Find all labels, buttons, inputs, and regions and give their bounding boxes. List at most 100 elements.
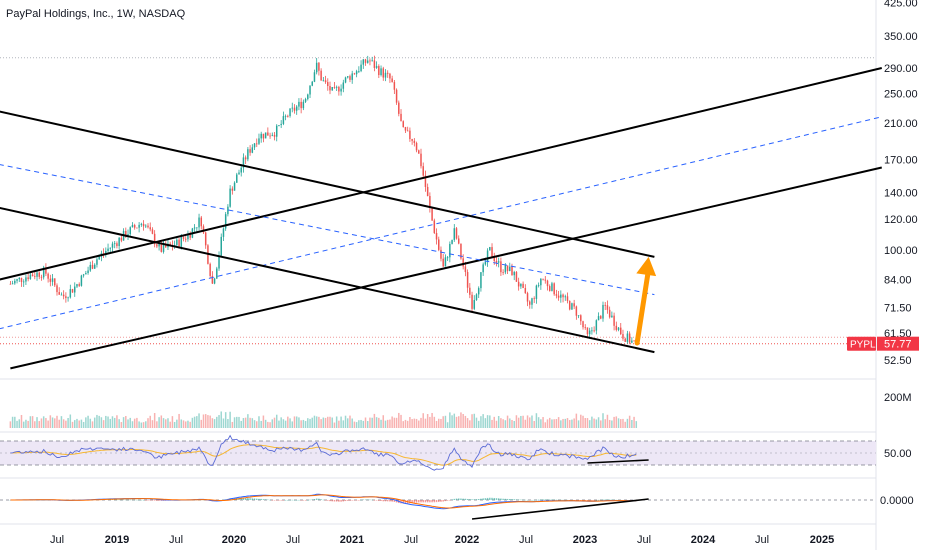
volume-bar	[571, 419, 573, 428]
candle-body	[140, 223, 143, 225]
candle-body	[584, 327, 586, 329]
volume-bar	[617, 418, 620, 428]
macd-histogram-bar	[291, 499, 294, 501]
candle-body	[340, 88, 342, 92]
volume-bar	[284, 420, 287, 428]
candle-body	[36, 272, 38, 277]
candle-body	[446, 257, 449, 259]
volume-bar	[240, 420, 242, 428]
macd-histogram-bar	[142, 499, 145, 501]
candle-body	[515, 272, 518, 282]
candle-body	[96, 259, 98, 265]
volume-bar	[98, 415, 100, 428]
volume-bar	[455, 416, 458, 428]
volume-bar	[540, 419, 542, 428]
candle-body	[118, 237, 120, 247]
macd-histogram-bar	[411, 500, 413, 504]
candle-body	[304, 99, 307, 102]
candle-body	[568, 300, 571, 310]
macd-histogram-bar	[404, 500, 407, 504]
candle-body	[551, 283, 553, 291]
candle-body	[355, 71, 358, 75]
volume-bar	[504, 420, 507, 428]
time-tick-month: Jul	[50, 534, 64, 546]
candle-body	[54, 278, 56, 286]
volume-bar	[313, 415, 316, 428]
macd-histogram-bar	[595, 499, 598, 501]
volume-bar	[125, 415, 127, 428]
candle-body	[491, 247, 493, 257]
macd-histogram-bar	[322, 499, 325, 501]
candle-body	[58, 292, 60, 295]
candle-body	[131, 225, 134, 228]
volume-bar	[173, 421, 176, 428]
macd-histogram-bar	[580, 500, 582, 501]
volume-bar	[291, 421, 294, 428]
volume-bar	[413, 418, 416, 428]
candle-body	[544, 279, 547, 281]
volume-bar	[27, 420, 29, 428]
volume-bar	[575, 413, 578, 428]
candle-body	[74, 286, 76, 293]
candle-body	[391, 78, 393, 83]
volume-bar	[520, 415, 522, 428]
volume-bar	[282, 419, 285, 428]
macd-histogram-bar	[500, 498, 502, 500]
macd-histogram-bar	[573, 500, 575, 501]
volume-bar	[340, 416, 342, 428]
signal-line	[10, 494, 637, 509]
volume-bar	[293, 416, 296, 428]
macd-histogram-bar	[611, 499, 613, 501]
macd-histogram-bar	[540, 499, 542, 500]
macd-histogram-bar	[358, 500, 360, 501]
candle-body	[229, 188, 231, 207]
candle-body	[242, 157, 245, 168]
candle-body	[562, 294, 564, 298]
volume-bar	[495, 420, 498, 428]
volume-bar	[116, 415, 118, 428]
volume-bar	[402, 421, 404, 428]
volume-bar	[624, 421, 626, 428]
macd-histogram-bar	[513, 499, 515, 500]
price-tick-label: 425.00	[884, 0, 918, 10]
volume-bar	[444, 415, 447, 428]
volume-bar	[264, 419, 267, 428]
macd-histogram-bar	[160, 500, 163, 501]
candle-body	[369, 60, 371, 62]
candle-body	[411, 139, 413, 141]
macd-histogram-bar	[366, 499, 369, 501]
macd-histogram-bar	[420, 500, 422, 503]
macd-histogram-bar	[566, 499, 569, 501]
candle-body	[313, 72, 316, 82]
candle-body	[147, 225, 149, 228]
macd-histogram-bar	[551, 499, 553, 501]
time-axis: Jul 2019 Jul 2020 Jul 2021 Jul 2022 Jul 2023 Jul 20…	[50, 534, 834, 546]
volume-bar	[375, 417, 378, 428]
candle-body	[236, 174, 238, 183]
macd-histogram-bar	[133, 499, 136, 501]
volume-bar	[102, 420, 105, 428]
candle-body	[231, 188, 234, 191]
volume-bar	[147, 418, 149, 428]
volume-bar	[484, 418, 487, 428]
macd-histogram-bar	[151, 500, 154, 501]
macd-histogram-bar	[125, 499, 127, 501]
volume-bar	[551, 419, 553, 428]
volume-bar	[475, 417, 478, 428]
volume-bar	[613, 416, 615, 428]
candle-body	[513, 272, 515, 276]
candle-body	[522, 283, 524, 289]
last-price-value-badge	[877, 336, 919, 351]
volume-bar	[586, 418, 589, 428]
volume-bar	[38, 421, 40, 428]
volume-bar	[426, 414, 429, 428]
volume-bar	[193, 416, 196, 428]
volume-bar	[513, 420, 515, 428]
volume-bar	[546, 419, 549, 428]
candle-body	[93, 264, 96, 269]
volume-bar	[231, 421, 234, 428]
macd-divergence-line	[471, 498, 649, 520]
candle-body	[591, 330, 593, 332]
volume-bar	[415, 418, 418, 428]
volume-bar	[331, 417, 333, 428]
